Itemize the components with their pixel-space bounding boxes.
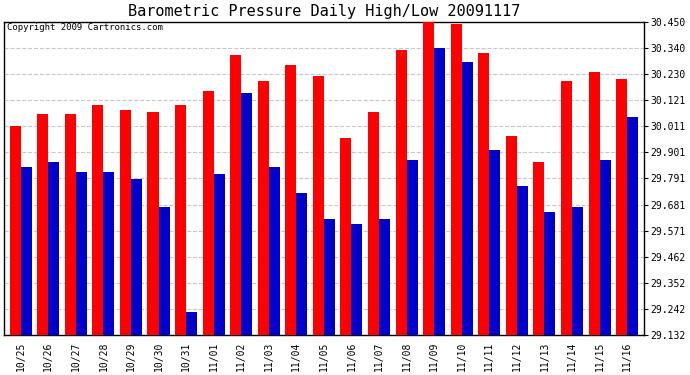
Bar (324, 219, 335, 335)
Bar (379, 219, 390, 335)
Bar (616, 79, 627, 335)
Bar (65, 114, 76, 335)
Bar (214, 174, 225, 335)
Bar (451, 24, 462, 335)
Bar (395, 50, 406, 335)
Bar (48, 162, 59, 335)
Bar (533, 162, 544, 335)
Bar (406, 160, 417, 335)
Bar (10, 126, 21, 335)
Bar (478, 53, 489, 335)
Bar (203, 91, 214, 335)
Bar (589, 72, 600, 335)
Bar (175, 105, 186, 335)
Bar (368, 112, 379, 335)
Bar (120, 110, 131, 335)
Bar (285, 64, 296, 335)
Bar (37, 114, 48, 335)
Bar (572, 207, 583, 335)
Bar (269, 167, 280, 335)
Bar (544, 212, 555, 335)
Bar (462, 62, 473, 335)
Bar (296, 193, 307, 335)
Bar (159, 207, 170, 335)
Bar (230, 55, 241, 335)
Bar (92, 105, 104, 335)
Bar (423, 22, 434, 335)
Bar (131, 179, 142, 335)
Bar (627, 117, 638, 335)
Bar (489, 150, 500, 335)
Bar (313, 76, 324, 335)
Bar (21, 167, 32, 335)
Bar (148, 112, 159, 335)
Bar (186, 312, 197, 335)
Text: Copyright 2009 Cartronics.com: Copyright 2009 Cartronics.com (8, 23, 164, 32)
Bar (76, 172, 87, 335)
Bar (600, 160, 611, 335)
Bar (561, 81, 572, 335)
Bar (241, 93, 253, 335)
Bar (258, 81, 269, 335)
Bar (506, 136, 517, 335)
Title: Barometric Pressure Daily High/Low 20091117: Barometric Pressure Daily High/Low 20091… (128, 4, 520, 19)
Bar (104, 172, 115, 335)
Bar (351, 224, 362, 335)
Bar (517, 186, 528, 335)
Bar (340, 138, 351, 335)
Bar (434, 48, 445, 335)
